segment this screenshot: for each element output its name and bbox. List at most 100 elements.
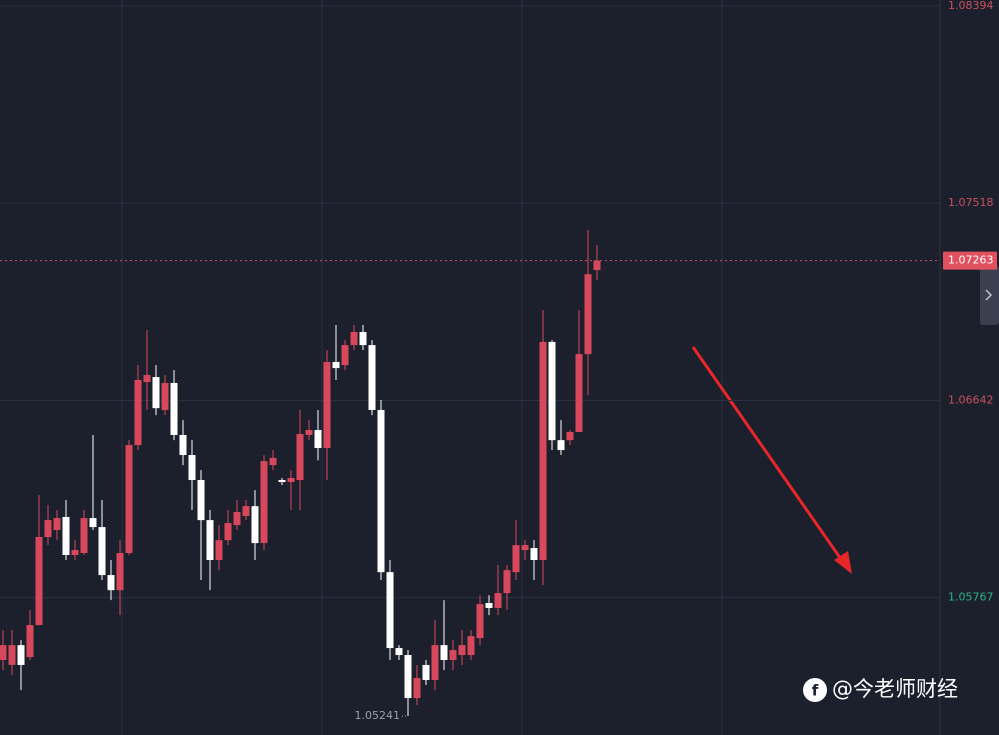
candle-body xyxy=(116,552,124,591)
candle xyxy=(260,455,268,551)
red-arrow xyxy=(691,346,852,574)
candle-body xyxy=(161,382,169,410)
side-handle[interactable] xyxy=(980,265,999,325)
candle-body xyxy=(80,518,88,553)
candle xyxy=(206,509,214,591)
candle-body xyxy=(557,440,565,451)
candle-body xyxy=(422,664,430,681)
candle xyxy=(323,350,331,481)
candle-body xyxy=(233,511,241,526)
candle xyxy=(539,309,547,585)
svg-text:f: f xyxy=(812,682,819,700)
candle-body xyxy=(71,550,79,556)
candle-body xyxy=(485,603,493,608)
candle xyxy=(386,559,394,660)
candle-body xyxy=(62,516,70,556)
candle xyxy=(89,434,97,531)
candle xyxy=(557,420,565,456)
candle-body xyxy=(251,506,259,544)
candle xyxy=(287,470,295,510)
candle-body xyxy=(53,518,61,531)
candle xyxy=(98,500,106,581)
low-label: 1.05241 xyxy=(355,709,401,722)
candle xyxy=(350,325,358,351)
candle-body xyxy=(35,537,43,626)
candle xyxy=(476,595,484,646)
candle xyxy=(269,450,277,471)
candle xyxy=(44,505,52,546)
candle xyxy=(332,325,340,381)
candle xyxy=(125,440,133,556)
candle xyxy=(170,370,178,441)
candle-body xyxy=(476,604,484,639)
candle-body xyxy=(575,354,583,433)
candle-body xyxy=(332,361,340,369)
candle-body xyxy=(593,260,601,271)
candle-body xyxy=(449,650,457,660)
candle-body xyxy=(44,520,52,538)
candle-body xyxy=(548,341,556,441)
candle xyxy=(422,659,430,685)
y-tick-label: 1.05767 xyxy=(948,591,994,604)
candle xyxy=(584,229,592,396)
candle xyxy=(359,325,367,351)
candle-body xyxy=(566,432,574,441)
last-price-label: 1.07263 xyxy=(948,254,994,267)
candle-body xyxy=(323,361,331,449)
candle-body xyxy=(512,545,520,573)
candle xyxy=(503,565,511,610)
candle xyxy=(296,409,304,510)
candle xyxy=(197,470,205,581)
candle xyxy=(512,520,520,581)
candle xyxy=(449,640,457,671)
candle-body xyxy=(269,457,277,466)
candle xyxy=(251,490,259,560)
candle xyxy=(71,540,79,560)
candle-body xyxy=(134,380,142,446)
candle-body xyxy=(0,645,7,660)
candle xyxy=(143,329,151,410)
candle-body xyxy=(368,345,376,410)
candle-body xyxy=(278,480,286,483)
candle-body xyxy=(530,548,538,560)
candle-body xyxy=(521,545,529,551)
candle xyxy=(494,565,502,616)
candle xyxy=(53,509,61,541)
candle xyxy=(8,630,16,676)
candle xyxy=(80,509,88,556)
candle xyxy=(377,400,385,581)
candle xyxy=(233,500,241,531)
y-tick-label: 1.07518 xyxy=(948,196,994,209)
candle-body xyxy=(179,434,187,456)
candle-body xyxy=(359,332,367,346)
candle-body xyxy=(125,445,133,553)
candle-body xyxy=(458,645,466,656)
candle-body xyxy=(224,523,232,541)
candle-body xyxy=(188,455,196,481)
candle xyxy=(0,630,7,671)
candle-body xyxy=(98,527,106,576)
candle-body xyxy=(26,625,34,658)
candle-body xyxy=(440,645,448,660)
candle xyxy=(188,440,196,510)
candle xyxy=(341,340,349,371)
candle-body xyxy=(206,520,214,560)
candle xyxy=(431,620,439,691)
last-price-badge xyxy=(943,251,997,270)
candle-body xyxy=(260,461,268,544)
candle xyxy=(314,409,322,461)
candle-body xyxy=(143,375,151,383)
candle-body xyxy=(215,540,223,560)
candle xyxy=(458,630,466,665)
candle-body xyxy=(17,645,25,665)
watermark-text: @今老师财经 xyxy=(832,677,958,701)
candle-body xyxy=(341,345,349,366)
candle-body xyxy=(404,655,412,699)
y-tick-label: 1.06642 xyxy=(948,393,994,406)
candle xyxy=(26,609,34,660)
candle xyxy=(152,365,160,416)
candle-body xyxy=(395,648,403,656)
candle xyxy=(161,375,169,416)
